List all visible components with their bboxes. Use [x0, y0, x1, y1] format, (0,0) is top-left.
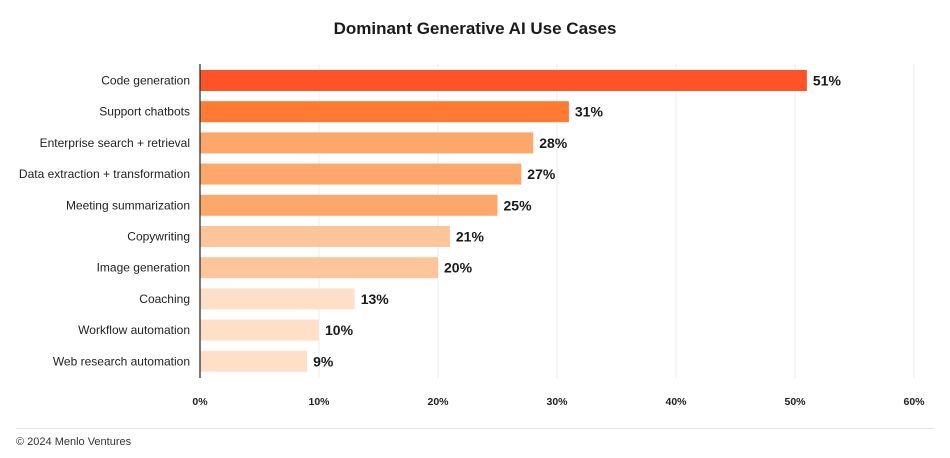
data-label: 31%	[575, 104, 604, 120]
footer-divider	[16, 428, 934, 429]
bar	[200, 163, 522, 185]
data-label: 13%	[361, 291, 390, 307]
bar	[200, 226, 450, 247]
category-label: Data extraction + transformation	[19, 167, 190, 181]
data-label: 25%	[504, 197, 533, 213]
bar	[200, 257, 438, 279]
category-label: Image generation	[97, 261, 190, 275]
data-label: 27%	[527, 166, 556, 182]
data-label: 51%	[813, 73, 842, 89]
category-label: Workflow automation	[78, 323, 190, 337]
category-label: Coaching	[139, 292, 190, 306]
chart-title: Dominant Generative AI Use Cases	[333, 19, 617, 38]
data-label: 10%	[325, 322, 354, 338]
data-label: 20%	[444, 260, 473, 276]
x-tick-label: 10%	[308, 396, 330, 408]
x-tick-label: 50%	[784, 396, 806, 408]
x-tick-label: 20%	[427, 396, 449, 408]
category-label: Support chatbots	[99, 105, 190, 119]
x-tick-label: 40%	[665, 396, 687, 408]
bar	[200, 350, 308, 372]
bar	[200, 288, 355, 310]
category-label: Code generation	[101, 74, 190, 88]
category-label: Enterprise search + retrieval	[40, 136, 190, 150]
bar	[200, 70, 807, 91]
data-label: 28%	[539, 135, 568, 151]
data-label: 21%	[456, 229, 485, 245]
data-label: 9%	[313, 353, 334, 369]
bar-chart: 0% 10% 20% 30% 40% 50% 60% Code generation 51% Su…	[19, 64, 925, 408]
category-label: Copywriting	[127, 230, 190, 244]
bar	[200, 194, 498, 216]
bar	[200, 132, 534, 154]
copyright-credit: © 2024 Menlo Ventures	[16, 436, 132, 448]
x-tick-label: 0%	[192, 396, 208, 408]
bar	[200, 101, 569, 123]
category-label: Meeting summarization	[66, 198, 190, 212]
bar	[200, 319, 319, 341]
x-tick-label: 60%	[903, 396, 925, 408]
x-tick-label: 30%	[546, 396, 568, 408]
category-label: Web research automation	[53, 354, 190, 368]
